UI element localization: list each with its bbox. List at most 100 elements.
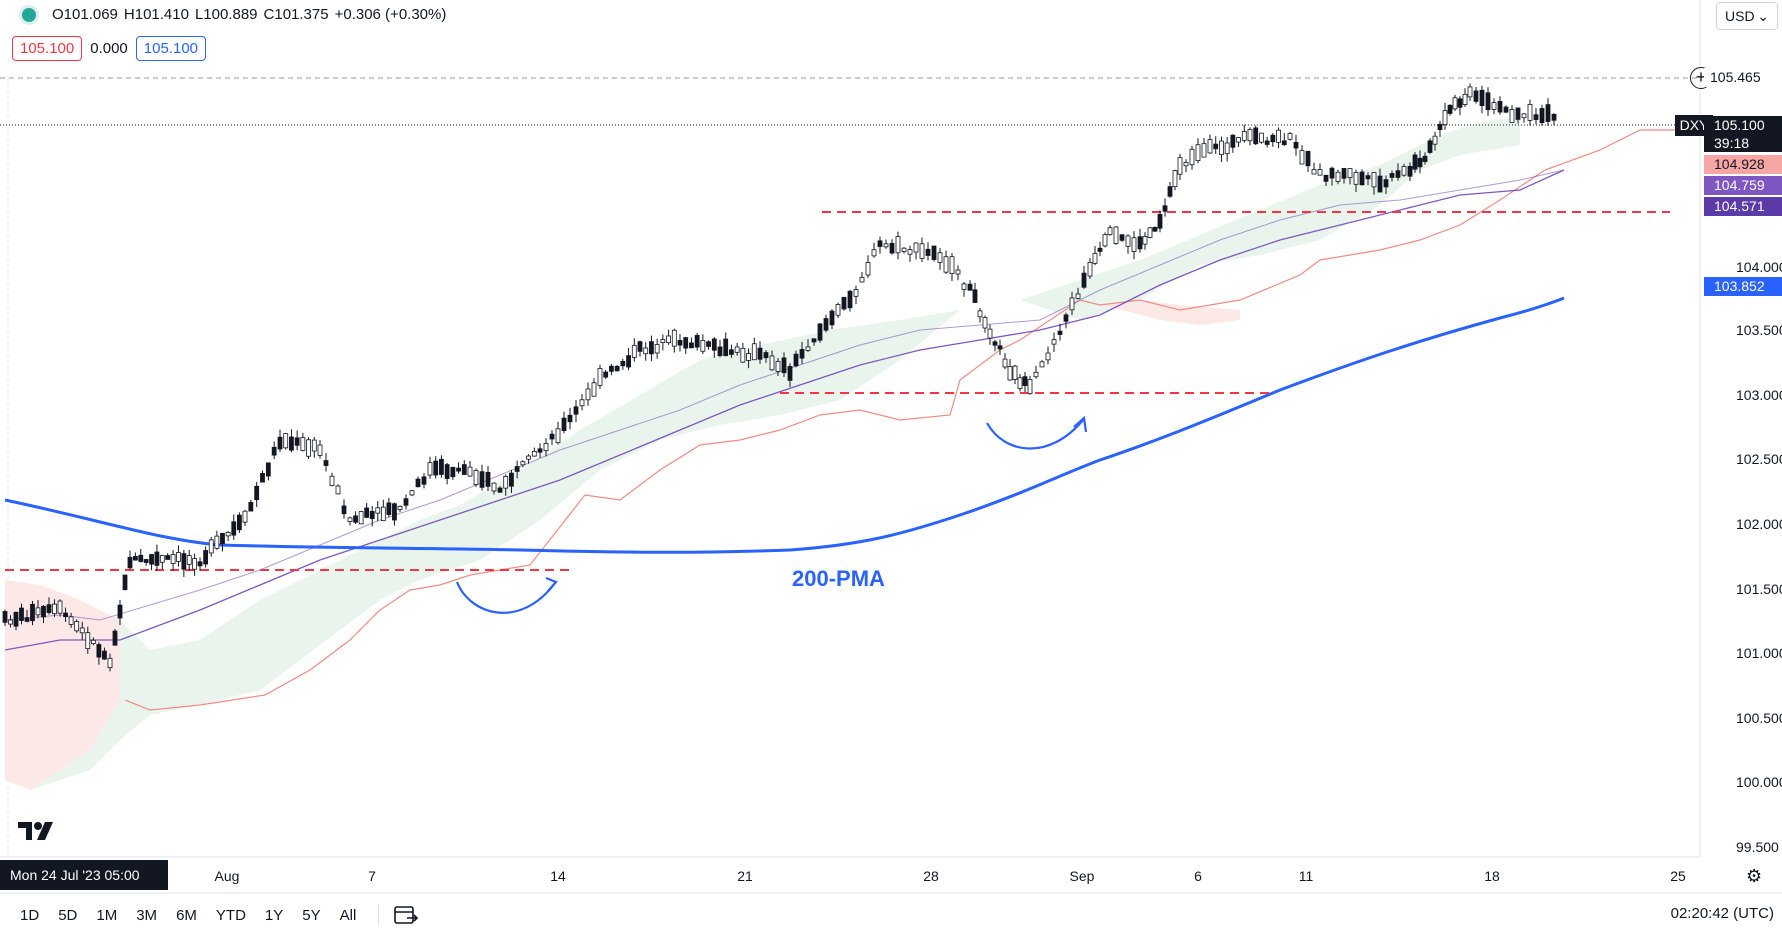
range-1y[interactable]: 1Y xyxy=(264,906,284,924)
candle-body xyxy=(289,436,294,451)
candle-body xyxy=(877,240,883,247)
candle-body xyxy=(1152,227,1158,232)
candle-body xyxy=(1365,175,1371,180)
candle-body xyxy=(347,517,353,522)
lagging-line xyxy=(124,129,1700,711)
range-1d[interactable]: 1D xyxy=(20,906,40,924)
candle-body xyxy=(637,341,643,352)
candle-body xyxy=(972,289,978,303)
candle-body xyxy=(1479,89,1485,106)
price-tag-cloud: 104.928 xyxy=(1704,155,1782,174)
range-1m[interactable]: 1M xyxy=(96,906,118,924)
candle-body xyxy=(491,482,497,492)
candle-body xyxy=(102,650,107,660)
candle-body xyxy=(729,349,734,355)
candle-body xyxy=(654,344,660,354)
cursor-date-tag: Mon 24 Jul '23 05:00 xyxy=(0,860,168,890)
candle-body xyxy=(254,485,260,501)
pma200-annotation: 200-PMA xyxy=(792,566,885,591)
candle-body xyxy=(1491,102,1497,110)
candle-body xyxy=(1341,168,1347,179)
candle-body xyxy=(1039,361,1045,368)
candle-body xyxy=(1335,171,1341,182)
candle-body xyxy=(149,554,154,565)
candle-body xyxy=(1371,172,1377,188)
candle-body xyxy=(520,461,526,466)
candle-body xyxy=(1293,141,1299,149)
candle-body xyxy=(1207,139,1213,154)
candle-body xyxy=(961,283,967,290)
candle-body xyxy=(1147,227,1153,238)
clock[interactable]: 02:20:42 (UTC) xyxy=(1670,905,1774,922)
candle-body xyxy=(236,514,242,531)
candle-body xyxy=(1447,104,1453,114)
arrow-head-aug xyxy=(545,576,558,592)
candle-body xyxy=(461,464,467,475)
candle-body xyxy=(751,343,757,361)
legend-close: C101.375 xyxy=(263,6,329,23)
value-box-blue[interactable]: 105.100 xyxy=(135,36,207,61)
candle-body xyxy=(96,644,102,658)
price-tag-high: 105.465 xyxy=(1704,68,1782,87)
candle-body xyxy=(871,249,877,257)
price-label: 101.000 xyxy=(1736,645,1782,661)
candle-body xyxy=(799,348,805,359)
candle-body xyxy=(306,439,311,457)
candle-body xyxy=(787,366,793,381)
candle-body xyxy=(154,551,160,566)
candle-body xyxy=(1213,143,1219,150)
candle-body xyxy=(353,515,358,523)
candle-body xyxy=(456,467,461,472)
candle-body xyxy=(853,289,859,297)
legend-high: H101.410 xyxy=(123,6,189,23)
candle-body xyxy=(700,340,706,352)
candle-body xyxy=(192,558,198,570)
candle-body xyxy=(931,245,937,260)
range-5y[interactable]: 5Y xyxy=(302,906,321,924)
candle-body xyxy=(847,290,853,309)
bounce-arrow-sep xyxy=(986,419,1084,450)
range-all[interactable]: All xyxy=(339,906,357,924)
candle-body xyxy=(1437,123,1443,130)
candle-body xyxy=(567,414,573,423)
range-5d[interactable]: 5D xyxy=(58,906,78,924)
value-box-red[interactable]: 105.100 xyxy=(12,36,83,61)
candle-body xyxy=(260,473,265,483)
candle-body xyxy=(1317,169,1323,176)
candle-body xyxy=(380,506,386,522)
candle-body xyxy=(626,355,631,368)
candle-body xyxy=(203,550,209,565)
time-label: 18 xyxy=(1484,868,1500,884)
candle-body xyxy=(1027,379,1033,395)
candle-body xyxy=(660,339,666,343)
calendar-range-icon[interactable] xyxy=(393,904,419,926)
candle-body xyxy=(1305,150,1311,167)
candle-body xyxy=(1462,93,1468,105)
candle-body xyxy=(329,475,335,486)
candle-body xyxy=(473,469,479,485)
candle-body xyxy=(1521,113,1527,119)
candle-body xyxy=(901,247,907,252)
toolbar-divider xyxy=(378,904,380,926)
gear-icon[interactable]: ⚙ xyxy=(1746,866,1763,886)
range-6m[interactable]: 6M xyxy=(176,906,197,924)
candle-body xyxy=(573,406,579,415)
candle-body xyxy=(208,539,214,554)
candle-body xyxy=(467,466,473,477)
candle-body xyxy=(913,242,919,253)
candle-body xyxy=(1022,376,1028,386)
candle-body xyxy=(591,382,597,397)
candle-body xyxy=(734,346,740,353)
candle-body xyxy=(561,417,567,431)
candle-body xyxy=(1551,113,1557,121)
candle-body xyxy=(165,555,171,560)
candle-body xyxy=(649,341,654,355)
candle-body xyxy=(427,462,433,476)
candle-body xyxy=(841,296,847,310)
range-3m[interactable]: 3M xyxy=(136,906,158,924)
range-ytd[interactable]: YTD xyxy=(215,906,246,924)
candle-body xyxy=(949,256,955,274)
currency-selector[interactable]: USD ⌄ xyxy=(1716,2,1778,30)
candle-body xyxy=(943,256,949,273)
